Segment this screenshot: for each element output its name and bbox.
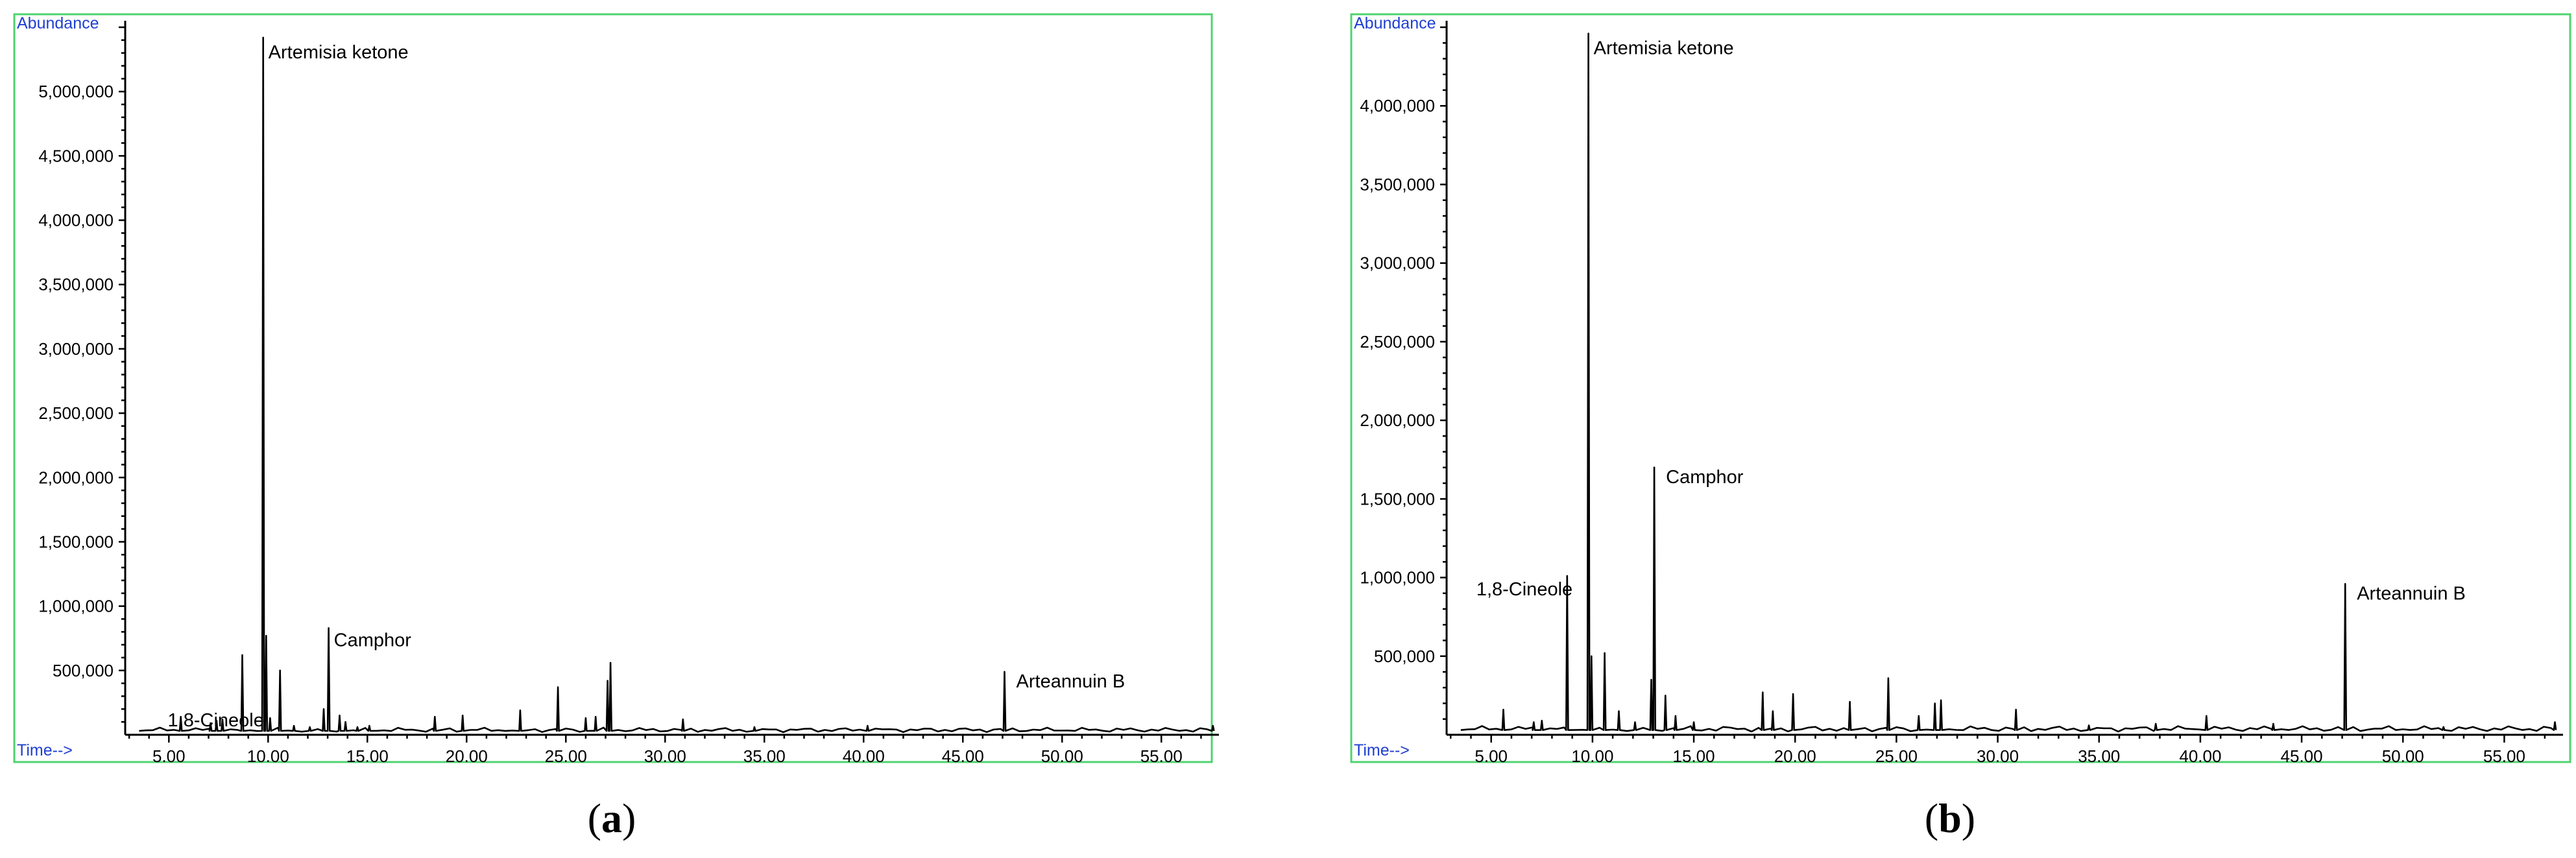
y-tick-label: 5,000,000 <box>38 82 114 101</box>
x-tick-label: 40.00 <box>843 746 885 766</box>
y-axis-title: Abundance <box>17 14 99 32</box>
chromatogram-trace <box>1460 32 2557 733</box>
panel-label: (a) <box>588 795 636 841</box>
y-tick-label: 3,500,000 <box>1360 174 1435 194</box>
y-tick-label: 500,000 <box>1374 647 1435 666</box>
x-tick-label: 50.00 <box>1041 746 1083 766</box>
peak-label: Camphor <box>334 630 412 650</box>
x-tick-label: 45.00 <box>2281 746 2323 766</box>
peak-label: Artemisia ketone <box>269 42 409 63</box>
x-tick-label: 45.00 <box>942 746 984 766</box>
panel-label: (b) <box>1925 795 1975 841</box>
x-tick-label: 30.00 <box>644 746 686 766</box>
y-tick-label: 1,000,000 <box>1360 568 1435 588</box>
y-tick-label: 4,500,000 <box>38 146 114 165</box>
y-tick-label: 500,000 <box>53 661 114 680</box>
peak-label: Camphor <box>1666 467 1744 488</box>
x-tick-label: 5.00 <box>1475 746 1508 766</box>
x-tick-label: 15.00 <box>1673 746 1715 766</box>
x-tick-label: 10.00 <box>247 746 289 766</box>
x-tick-label: 10.00 <box>1571 746 1613 766</box>
peak-label: 1,8-Cineole <box>1476 579 1572 600</box>
x-tick-label: 25.00 <box>545 746 587 766</box>
plot-frame <box>1350 13 2571 763</box>
x-tick-label: 20.00 <box>1774 746 1816 766</box>
plot-frame <box>13 13 1213 763</box>
x-tick-label: 55.00 <box>2483 746 2525 766</box>
peak-label: Arteannuin B <box>2357 583 2466 604</box>
y-tick-label: 2,000,000 <box>1360 411 1435 430</box>
x-axis-title: Time--> <box>1354 741 1410 759</box>
x-tick-label: 25.00 <box>1875 746 1918 766</box>
y-axis-title: Abundance <box>1354 14 1436 32</box>
y-tick-label: 4,000,000 <box>1360 96 1435 115</box>
x-tick-label: 35.00 <box>743 746 786 766</box>
x-tick-label: 40.00 <box>2179 746 2221 766</box>
y-tick-label: 3,000,000 <box>1360 254 1435 273</box>
peak-label: Arteannuin B <box>1017 671 1125 692</box>
x-tick-label: 50.00 <box>2382 746 2424 766</box>
y-tick-label: 2,500,000 <box>38 403 114 423</box>
peak-label: 1,8-Cineole <box>168 710 264 731</box>
x-tick-label: 55.00 <box>1140 746 1183 766</box>
y-tick-label: 1,000,000 <box>38 597 114 616</box>
y-tick-label: 3,000,000 <box>38 339 114 359</box>
chart-panel-a: 500,000 1,000,000 1,500,000 2,000,000 2,500,… <box>13 13 1219 841</box>
y-tick-label: 4,000,000 <box>38 211 114 230</box>
y-tick-label: 3,500,000 <box>38 275 114 294</box>
x-tick-label: 30.00 <box>1977 746 2019 766</box>
chromatogram-trace <box>139 36 1215 733</box>
y-tick-label: 2,000,000 <box>38 468 114 487</box>
y-tick-label: 1,500,000 <box>1360 489 1435 508</box>
x-tick-label: 5.00 <box>152 746 186 766</box>
x-tick-label: 15.00 <box>346 746 389 766</box>
y-tick-label: 1,500,000 <box>38 532 114 551</box>
y-tick-label: 2,500,000 <box>1360 332 1435 352</box>
x-tick-label: 20.00 <box>446 746 488 766</box>
x-axis-title: Time--> <box>17 741 73 759</box>
x-tick-label: 35.00 <box>2078 746 2120 766</box>
peak-label: Artemisia ketone <box>1594 38 1734 59</box>
chart-panel-b: 500,000 1,000,000 1,500,000 2,000,000 2,500,… <box>1350 13 2571 841</box>
